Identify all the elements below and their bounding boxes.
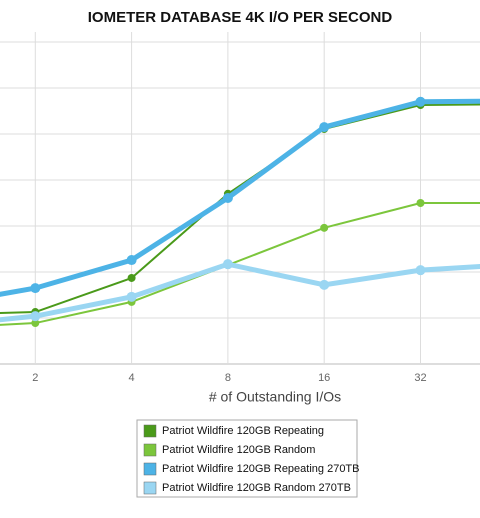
data-point [127, 273, 136, 282]
data-point [319, 279, 330, 290]
data-point [320, 223, 329, 232]
x-tick-label: 2 [32, 372, 38, 384]
data-point [222, 259, 233, 270]
series-line [0, 103, 480, 315]
data-point [30, 311, 41, 322]
legend-label: Patriot Wildfire 120GB Random 270TB [162, 482, 351, 494]
x-tick-label: 8 [225, 372, 231, 384]
x-axis-label: # of Outstanding I/Os [209, 389, 341, 405]
legend-label: Patriot Wildfire 120GB Repeating 270TB [162, 463, 360, 475]
legend-box [136, 419, 358, 498]
legend-swatch [143, 462, 157, 476]
legend-label: Patriot Wildfire 120GB Random [162, 444, 315, 456]
data-point [415, 96, 426, 107]
x-tick-label: 4 [129, 372, 135, 384]
legend-swatch [143, 443, 157, 457]
data-point [30, 283, 41, 294]
data-point [415, 265, 426, 276]
data-point [126, 291, 137, 302]
legend-label: Patriot Wildfire 120GB Repeating [162, 425, 324, 437]
legend-swatch [143, 424, 157, 438]
data-point [222, 192, 233, 203]
data-point [126, 255, 137, 266]
legend-swatch [143, 481, 157, 495]
data-point [416, 199, 425, 207]
series-line [0, 261, 480, 323]
data-point [31, 319, 40, 328]
chart-title: IOMETER DATABASE 4K I/O PER SECOND [88, 9, 393, 26]
x-tick-label: 16 [318, 372, 330, 384]
data-point [319, 122, 330, 133]
x-tick-label: 32 [414, 372, 426, 384]
